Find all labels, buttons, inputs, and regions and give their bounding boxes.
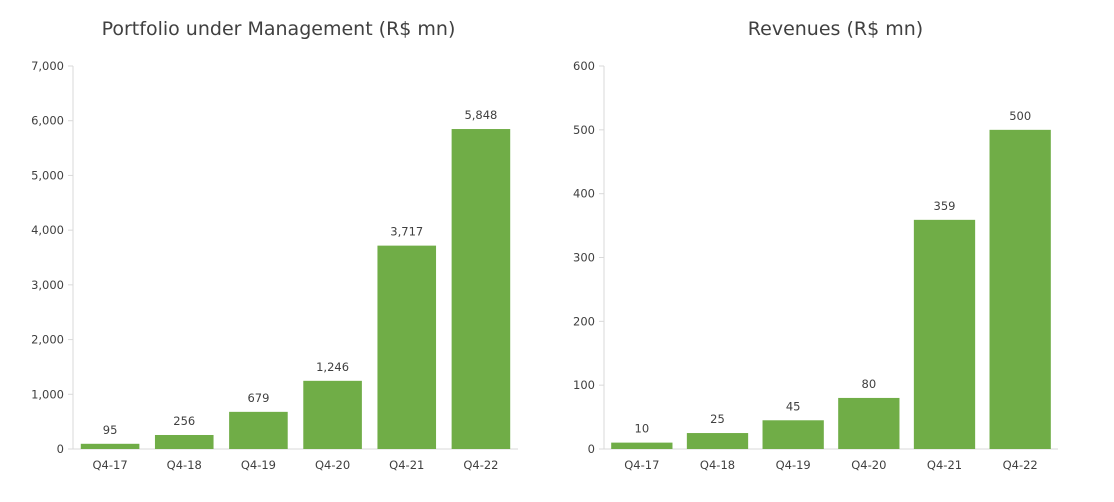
y-tick-label: 6,000 xyxy=(31,114,64,128)
x-tick-label: Q4-18 xyxy=(700,458,735,472)
data-label: 25 xyxy=(710,412,725,426)
bar xyxy=(154,434,214,449)
y-tick-label: 3,000 xyxy=(31,278,64,292)
data-label: 45 xyxy=(786,399,801,413)
x-tick-label: Q4-17 xyxy=(93,458,128,472)
y-tick-label: 300 xyxy=(573,251,595,265)
bar xyxy=(686,433,749,449)
x-tick-label: Q4-22 xyxy=(1003,458,1038,472)
data-label: 3,717 xyxy=(390,225,423,239)
bar xyxy=(838,397,900,449)
y-tick-label: 7,000 xyxy=(31,59,64,73)
bar xyxy=(451,129,511,449)
y-tick-label: 0 xyxy=(588,442,595,456)
portfolio-bar-chart: 0 1,000 2,000 3,000 4,000 5,000 6,000 7,000 95 Q4… xyxy=(31,59,518,472)
data-label: 1,246 xyxy=(316,360,349,374)
bar xyxy=(377,245,437,449)
data-label: 95 xyxy=(103,423,118,437)
y-tick-label: 4,000 xyxy=(31,223,64,237)
bar xyxy=(989,129,1051,450)
bar xyxy=(611,442,673,449)
data-label: 359 xyxy=(934,199,956,213)
x-tick-label: Q4-20 xyxy=(851,458,886,472)
bar xyxy=(229,411,288,449)
x-tick-label: Q4-21 xyxy=(927,458,962,472)
x-tick-label: Q4-19 xyxy=(776,458,811,472)
x-tick-label: Q4-19 xyxy=(241,458,276,472)
bar xyxy=(762,420,824,449)
bar xyxy=(80,443,140,449)
x-tick-label: Q4-20 xyxy=(315,458,350,472)
revenues-chart-panel: Revenues (R$ mn) 0 100 200 300 400 500 600 10 Q4… xyxy=(557,0,1114,502)
y-tick-label: 600 xyxy=(573,59,595,73)
data-label: 500 xyxy=(1009,109,1031,123)
chart-title: Revenues (R$ mn) xyxy=(747,18,924,40)
y-tick-label: 0 xyxy=(57,442,64,456)
data-label: 256 xyxy=(173,414,195,428)
data-label: 5,848 xyxy=(464,108,497,122)
x-tick-label: Q4-21 xyxy=(389,458,424,472)
y-tick-label: 200 xyxy=(573,314,595,328)
revenues-bar-chart: 0 100 200 300 400 500 600 10 Q4-17 25 Q4-18 45 Q4-19… xyxy=(573,59,1058,472)
y-tick-label: 100 xyxy=(573,378,595,392)
bar xyxy=(303,380,362,449)
x-tick-label: Q4-22 xyxy=(463,458,498,472)
x-tick-label: Q4-18 xyxy=(167,458,202,472)
y-tick-label: 1,000 xyxy=(31,387,64,401)
data-label: 80 xyxy=(862,377,877,391)
data-label: 679 xyxy=(247,391,269,405)
y-tick-label: 400 xyxy=(573,187,595,201)
y-tick-label: 2,000 xyxy=(31,333,64,347)
data-label: 10 xyxy=(635,422,650,436)
y-tick-label: 500 xyxy=(573,123,595,137)
x-tick-label: Q4-17 xyxy=(624,458,659,472)
bar xyxy=(913,219,976,449)
chart-title: Portfolio under Management (R$ mn) xyxy=(101,18,456,40)
portfolio-chart-panel: Portfolio under Management (R$ mn) 0 1,00… xyxy=(31,18,518,472)
y-tick-label: 5,000 xyxy=(31,168,64,182)
